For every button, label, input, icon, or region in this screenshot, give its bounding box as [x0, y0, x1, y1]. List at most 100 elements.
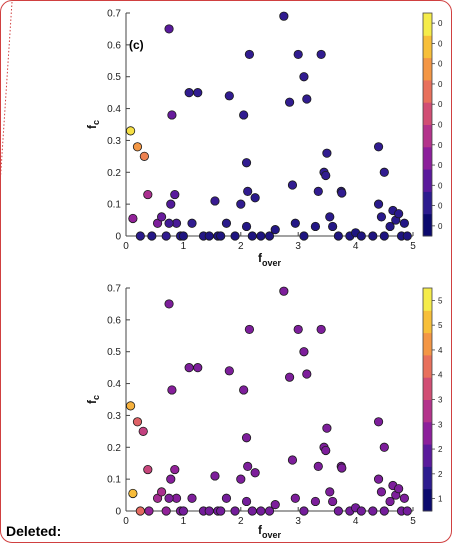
scatter-point: [132, 142, 143, 152]
y-tick-label: 0.2: [107, 168, 121, 179]
scatter-point: [184, 88, 194, 98]
x-tick-label: 4: [353, 516, 359, 527]
scatter-point: [356, 506, 366, 516]
scatter-point: [156, 487, 167, 497]
scatter-point: [144, 506, 154, 516]
x-tick-label: 5: [410, 241, 416, 252]
scatter-point: [167, 385, 177, 395]
scatter-point: [287, 455, 298, 465]
scatter-point: [247, 506, 257, 516]
x-tick-label: 2: [238, 516, 244, 527]
colorbar-tick-label: 0: [438, 100, 443, 109]
scatter-point: [399, 493, 409, 503]
scatter-point: [244, 49, 255, 60]
scatter-point: [244, 324, 255, 335]
scatter-point: [250, 193, 260, 203]
comment-connector-line: [0, 1, 13, 186]
scatter-point: [221, 218, 232, 228]
x-tick-label: 0: [123, 241, 129, 252]
colorbar-segment: [423, 124, 432, 148]
y-tick-label: 0.7: [107, 284, 121, 295]
scatter-point: [313, 186, 323, 196]
scatter-point: [210, 471, 220, 481]
scatter-point: [337, 188, 347, 198]
y-tick-label: 0.6: [107, 315, 121, 326]
scatter-point: [279, 286, 289, 296]
colorbar-segment: [423, 146, 432, 170]
scatter-point: [264, 506, 275, 516]
colorbar-tick-label: 4: [438, 346, 443, 355]
colorbar-segment: [423, 57, 432, 81]
scatter-point: [256, 231, 266, 241]
scatter-point: [373, 474, 384, 484]
scatter-point: [216, 506, 226, 516]
scatter-point: [302, 369, 312, 379]
scatter-point: [290, 493, 300, 503]
colorbar-segment: [423, 191, 432, 215]
colorbar-segment: [423, 399, 432, 423]
x-tick-label: 1: [181, 516, 187, 527]
scatter-point: [394, 209, 404, 219]
colorbar-tick-label: 0: [438, 60, 443, 69]
colorbar-tick-label: 0: [438, 141, 443, 150]
scatter-point: [239, 385, 249, 395]
scatter-point: [143, 464, 153, 475]
scatter-point: [164, 24, 174, 34]
scatter-point: [178, 231, 188, 241]
scatter-point: [135, 506, 145, 516]
y-tick-label: 0.4: [107, 104, 121, 115]
colorbar-tick-label: 3: [438, 396, 443, 405]
scatter-point: [236, 474, 246, 484]
scatter-point: [322, 423, 332, 433]
colorbar-segment: [423, 444, 432, 467]
scatter-point: [333, 506, 343, 516]
colorbar-segment: [423, 35, 432, 59]
y-tick-label: 0.7: [107, 9, 121, 20]
colorbar-segment: [423, 377, 432, 400]
scatter-point: [224, 366, 234, 376]
scatter-point: [178, 506, 188, 516]
scatter-point: [147, 231, 157, 241]
scatter-point: [164, 493, 174, 503]
colorbar-segment: [423, 466, 432, 490]
colorbar-tick-label: 1: [438, 495, 443, 504]
colorbar-segment: [423, 13, 432, 36]
scatter-point: [376, 487, 387, 497]
scatter-point: [310, 221, 321, 232]
scatter-point: [170, 189, 180, 200]
x-tick-label: 3: [295, 241, 301, 252]
scatter-point: [293, 324, 303, 335]
scatter-point: [224, 91, 234, 101]
scatter-point: [299, 231, 309, 241]
scatter-point: [135, 231, 145, 241]
scatter-point: [193, 88, 203, 98]
scatter-point: [373, 142, 384, 152]
scatter-point: [161, 231, 171, 241]
scatter-point: [299, 72, 309, 82]
colorbar-segment: [423, 79, 432, 103]
scatter-point: [356, 231, 366, 241]
colorbar-tick-label: 5: [438, 321, 443, 330]
y-tick-label: 0: [115, 507, 121, 518]
colorbar-tick-label: 0: [438, 222, 443, 231]
deleted-label: Deleted:: [6, 523, 62, 539]
y-axis-label: fc: [85, 120, 101, 129]
scatter-point: [170, 464, 180, 475]
scatter-point: [243, 461, 253, 471]
y-tick-label: 0.1: [107, 200, 121, 211]
scatter-point: [325, 487, 335, 497]
scatter-point: [125, 126, 136, 136]
scatter-point: [313, 461, 323, 471]
scatter-point: [322, 148, 332, 158]
colorbar-segment: [423, 102, 432, 125]
scatter-point: [128, 488, 138, 499]
scatter-point: [368, 506, 378, 516]
scatter-point: [139, 151, 149, 161]
x-tick-label: 4: [353, 241, 359, 252]
scatter-point: [210, 196, 220, 206]
x-tick-label: 1: [181, 241, 187, 252]
y-tick-label: 0.4: [107, 379, 121, 390]
y-tick-label: 0.5: [107, 347, 121, 358]
scatter-point: [321, 170, 331, 181]
